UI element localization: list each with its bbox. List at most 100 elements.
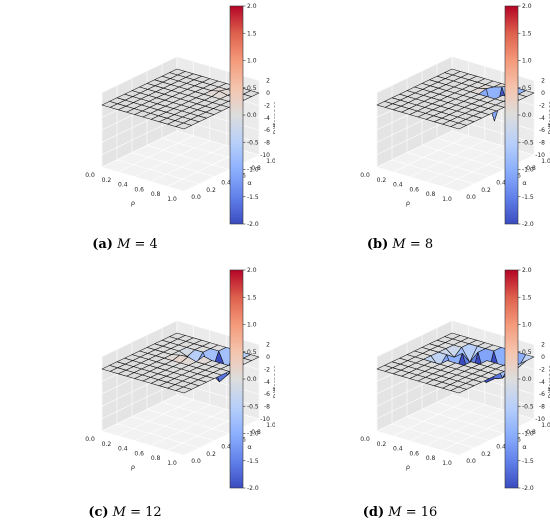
caption-eq: = 8 xyxy=(405,237,434,252)
colorbar-tick-label: 1.5 xyxy=(247,30,257,37)
colorbar-tick-label: -1.0 xyxy=(522,167,534,174)
z-tick-label: 0 xyxy=(266,90,270,97)
colorbar-tick-label: -2.0 xyxy=(522,485,534,492)
z-ticks: 2 0 -2 -4 -6 -8 -10 xyxy=(535,342,545,423)
x-tick-label: 0.0 xyxy=(360,436,370,443)
y-tick-label: 0.4 xyxy=(496,180,506,187)
z-tick-label: -4 xyxy=(539,115,545,122)
y-tick-label: 0.4 xyxy=(221,180,231,187)
z-tick-label: -6 xyxy=(264,391,270,398)
x-tick-label: 0.0 xyxy=(360,172,370,179)
colorbar-tick-label: -1.0 xyxy=(247,431,259,438)
caption-var: M xyxy=(112,505,126,520)
colorbar-tick-label: 2.0 xyxy=(522,3,532,10)
x-axis-label: ρ xyxy=(406,199,410,207)
z-ticks: 2 0 -2 -4 -6 -8 -10 xyxy=(260,78,270,159)
colorbar: 2.0 1.5 1.0 0.5 0.0 -0.5 -1.0 -1.5 -2.0 xyxy=(229,267,259,492)
caption-d: (d) M = 16 xyxy=(275,505,525,520)
z-tick-label: -10 xyxy=(260,416,270,423)
colorbar-tick-label: 0.5 xyxy=(522,85,532,92)
z-tick-label: 0 xyxy=(541,354,545,361)
surface-plot-c: 0.00.20.40.60.81.0ρ0.00.20.40.60.81.0α20… xyxy=(85,267,275,492)
surface-patch xyxy=(450,122,467,130)
subplot-d: 0.00.20.40.60.81.0ρ0.00.20.40.60.81.0α20… xyxy=(275,264,550,528)
colorbar: 2.0 1.5 1.0 0.5 0.0 -0.5 -1.0 -1.5 -2.0 xyxy=(229,3,259,228)
y-tick-label: 1.0 xyxy=(266,158,275,165)
caption-b: (b) M = 8 xyxy=(275,237,525,252)
z-tick-label: 0 xyxy=(266,354,270,361)
x-tick-label: 0.4 xyxy=(393,446,403,453)
surface-patch xyxy=(450,386,467,394)
z-tick-label: -6 xyxy=(539,127,545,134)
colorbar-tick-label: -1.0 xyxy=(522,431,534,438)
y-tick-label: 0.2 xyxy=(206,187,216,194)
y-tick-label: 0.8 xyxy=(251,429,261,436)
colorbar-gradient xyxy=(229,269,244,489)
z-tick-label: -2 xyxy=(539,366,545,373)
colorbar: 2.0 1.5 1.0 0.5 0.0 -0.5 -1.0 -1.5 -2.0 xyxy=(504,3,534,228)
z-tick-label: -2 xyxy=(264,102,270,109)
z-tick-label: -6 xyxy=(539,391,545,398)
y-tick-label: 0.0 xyxy=(191,194,201,201)
x-tick-label: 0.8 xyxy=(426,191,436,198)
y-tick-label: 0.0 xyxy=(191,458,201,465)
y-tick-label: 0.4 xyxy=(496,444,506,451)
z-tick-label: 2 xyxy=(266,78,270,85)
z-ticks: 2 0 -2 -4 -6 -8 -10 xyxy=(260,342,270,423)
x-tick-label: 0.0 xyxy=(85,436,95,443)
surface-patch xyxy=(175,122,192,130)
x-ticks: 0.0 0.2 0.4 0.6 0.8 1.0 xyxy=(360,436,452,467)
colorbar-tick-label: 1.0 xyxy=(247,58,257,65)
colorbar-tick-label: 0.5 xyxy=(247,85,257,92)
x-axis-label: ρ xyxy=(131,199,135,207)
colorbar-tick-label: 0.0 xyxy=(522,376,532,383)
subplot-a: 0.00.20.40.60.81.0ρ0.00.20.40.60.81.0α20… xyxy=(0,0,275,264)
caption-a: (a) M = 4 xyxy=(0,237,250,252)
colorbar-tick-label: 2.0 xyxy=(247,267,257,274)
colorbar-tick-label: -2.0 xyxy=(247,485,259,492)
y-axis-label: α xyxy=(522,443,526,451)
y-axis-label: α xyxy=(522,179,526,187)
z-tick-label: -8 xyxy=(264,404,270,411)
y-tick-label: 0.0 xyxy=(466,458,476,465)
z-ticks: 2 0 -2 -4 -6 -8 -10 xyxy=(535,78,545,159)
caption-eq: = 12 xyxy=(125,505,162,520)
z-tick-label: -4 xyxy=(264,379,270,386)
colorbar-gradient xyxy=(504,269,519,489)
z-tick-label: 0 xyxy=(541,90,545,97)
x-tick-label: 0.2 xyxy=(377,441,387,448)
colorbar-tick-label: 2.0 xyxy=(522,267,532,274)
caption-label: (b) xyxy=(366,237,389,252)
y-tick-label: 1.0 xyxy=(266,422,275,429)
y-axis-label: α xyxy=(247,443,251,451)
colorbar-tick-label: -2.0 xyxy=(247,221,259,228)
x-ticks: 0.0 0.2 0.4 0.6 0.8 1.0 xyxy=(85,172,177,203)
colorbar-tick-label: 1.5 xyxy=(522,294,532,301)
colorbar-tick-label: -0.5 xyxy=(247,403,259,410)
caption-label: (c) xyxy=(88,505,109,520)
y-tick-label: 0.2 xyxy=(481,187,491,194)
x-tick-label: 1.0 xyxy=(167,460,177,467)
y-axis-label: α xyxy=(247,179,251,187)
x-tick-label: 0.4 xyxy=(393,182,403,189)
z-axis-label: Difference xyxy=(272,101,275,135)
caption-var: M xyxy=(392,237,406,252)
colorbar-tick-label: -1.5 xyxy=(247,458,259,465)
z-tick-label: 2 xyxy=(266,342,270,349)
surface-plot-b: 0.00.20.40.60.81.0ρ0.00.20.40.60.81.0α20… xyxy=(360,3,550,228)
caption-eq: = 16 xyxy=(401,505,438,520)
z-tick-label: -2 xyxy=(264,366,270,373)
x-tick-label: 1.0 xyxy=(442,460,452,467)
x-tick-label: 0.2 xyxy=(102,177,112,184)
z-tick-label: -8 xyxy=(539,140,545,147)
x-tick-label: 0.6 xyxy=(134,186,144,193)
colorbar-tick-label: 0.0 xyxy=(247,376,257,383)
z-axis-label: Difference xyxy=(272,365,275,399)
z-tick-label: -8 xyxy=(264,140,270,147)
caption-eq: = 4 xyxy=(130,237,158,252)
colorbar-tick-label: 1.0 xyxy=(247,322,257,329)
colorbar-gradient xyxy=(504,5,519,225)
z-axis-label: Difference xyxy=(547,101,550,135)
y-tick-label: 0.4 xyxy=(221,444,231,451)
x-tick-label: 1.0 xyxy=(442,196,452,203)
